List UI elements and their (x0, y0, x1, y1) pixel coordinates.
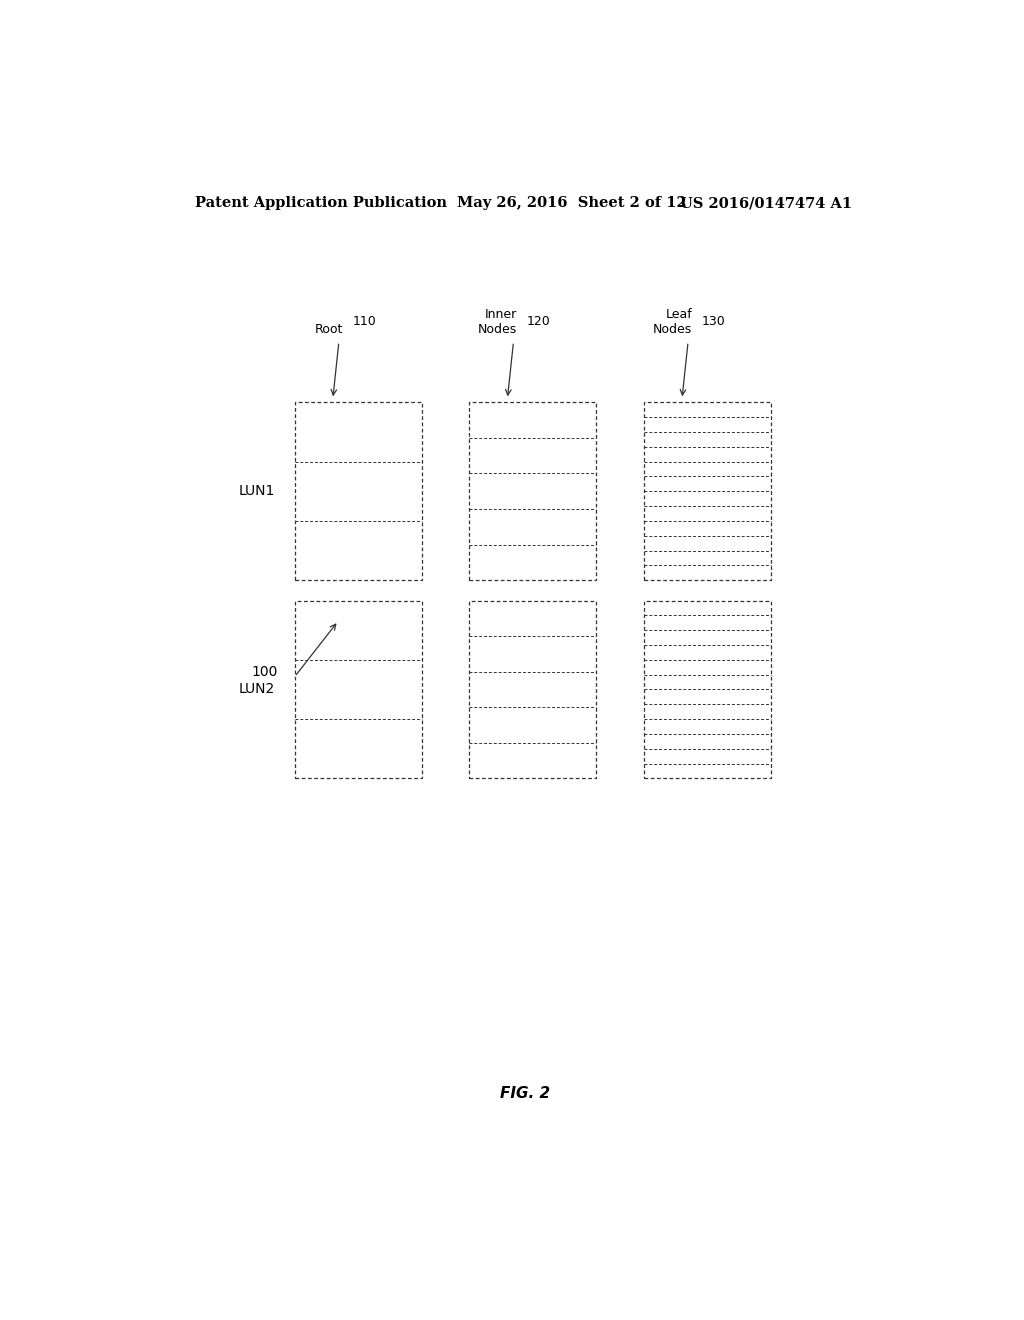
Text: 120: 120 (527, 315, 551, 329)
Text: Root: Root (314, 323, 343, 337)
Text: 110: 110 (352, 315, 376, 329)
Bar (644, 403, 771, 581)
Text: Inner
Nodes: Inner Nodes (478, 309, 517, 337)
Bar (295, 601, 422, 779)
Text: 130: 130 (701, 315, 725, 329)
Text: LUN2: LUN2 (239, 682, 274, 697)
Text: May 26, 2016  Sheet 2 of 12: May 26, 2016 Sheet 2 of 12 (458, 197, 687, 210)
Bar (469, 403, 596, 581)
Text: Leaf
Nodes: Leaf Nodes (653, 309, 692, 337)
Bar (295, 403, 422, 581)
Text: 100: 100 (251, 665, 278, 678)
Text: FIG. 2: FIG. 2 (500, 1086, 550, 1101)
Text: US 2016/0147474 A1: US 2016/0147474 A1 (680, 197, 852, 210)
Text: Patent Application Publication: Patent Application Publication (196, 197, 447, 210)
Bar (469, 601, 596, 779)
Text: LUN1: LUN1 (239, 484, 274, 498)
Bar (644, 601, 771, 779)
